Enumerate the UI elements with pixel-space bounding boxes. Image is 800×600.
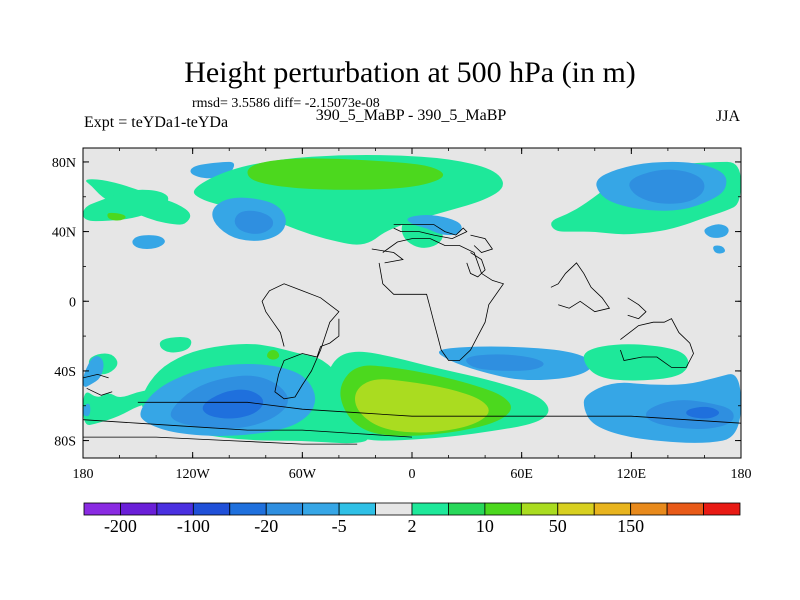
coastline-segment [620,318,694,368]
comparison-label: 390_5_MaBP - 390_5_MaBP [316,107,507,124]
coastline-segment [550,262,611,313]
contour-region-light-green [107,212,126,221]
coastline-segment [627,297,647,320]
x-tick-label: 180 [73,467,94,482]
contour-region-blue [202,389,264,419]
colorbar-swatch [557,502,595,516]
coastline-segment [393,224,468,240]
coastline-segment [371,248,404,264]
colorbar-label: 150 [617,516,644,536]
colorbar-swatch [666,502,704,516]
colorbar-swatch [630,502,668,516]
colorbar-swatch [302,502,340,516]
contour-region-cyan [629,169,705,204]
colorbar-label: 10 [476,516,494,536]
colorbar-swatch [83,502,121,516]
colorbar-label: -20 [254,516,278,536]
contour-region-light-green [267,350,280,360]
colorbar-swatch [120,502,158,516]
x-tick-label: 120E [617,467,647,482]
contour-region-cyan [234,210,274,234]
contour-region-cyan [466,354,544,371]
colorbar-swatch [375,502,413,516]
x-tick-label: 180 [731,467,752,482]
experiment-label: Expt = teYDa1-teYDa [84,114,228,131]
contour-region-light-cyan [713,245,725,254]
contour-region-light-green [247,158,444,190]
colorbar-swatch [448,502,486,516]
y-tick-label: 80N [52,156,76,171]
coastline-segment [86,387,113,396]
x-tick-label: 0 [409,467,416,482]
contour-region-green [583,344,689,381]
coastlines [83,224,741,458]
x-tick-label: 60W [289,467,317,482]
colorbar-label: -200 [104,516,137,536]
y-tick-label: 80S [54,435,76,450]
colorbar-swatch [192,502,231,516]
colorbar-swatch [229,502,267,516]
coastline-segment [83,436,358,458]
colorbar-swatch [338,502,376,516]
contour-region-yellow-green [355,379,489,433]
season-label: JJA [716,108,740,125]
y-tick-label: 0 [69,295,76,310]
chart-title: Height perturbation at 500 hPa (in m) [184,56,636,89]
coastline-segment [261,283,340,400]
colorbar-label: 50 [549,516,567,536]
x-tick-label: 120W [176,467,211,482]
contour-region-light-cyan [83,356,104,387]
colorbar-swatch [484,502,522,516]
colorbar-swatch [703,502,741,516]
colorbar-label: -100 [177,516,210,536]
contour-region-green [159,336,192,353]
colorbar-swatch [411,502,449,516]
y-axis: 80N 40N 0 40S 80S [52,156,741,450]
x-axis: 180 120W 60W 0 60E 120E 180 [73,148,752,482]
colorbar: -200 -100 -20 -5 2 10 50 150 [83,502,741,536]
stats-text: rmsd= 3.5586 diff= -2.15073e-08 [192,96,380,111]
contour-region-light-cyan [83,403,91,417]
colorbar-label: 2 [408,516,417,536]
y-tick-label: 40N [52,226,76,241]
coastline-segment [466,252,486,278]
coastline-segment [378,238,505,361]
contour-region-green [83,189,169,222]
coastline-segment [83,419,413,438]
contour-region-light-cyan [132,235,165,249]
colorbar-swatch [520,502,559,516]
colorbar-swatch [156,502,194,516]
colorbar-label: -5 [332,516,347,536]
coastline-segment [83,373,109,379]
colorbar-swatch [593,502,632,516]
coastline-segment [137,401,741,424]
x-tick-label: 60E [510,467,533,482]
contour-region-blue [686,406,720,419]
y-tick-label: 40S [54,365,76,380]
colorbar-swatch [265,502,304,516]
contour-region-light-cyan [704,224,729,238]
coastline-segment [470,234,494,253]
